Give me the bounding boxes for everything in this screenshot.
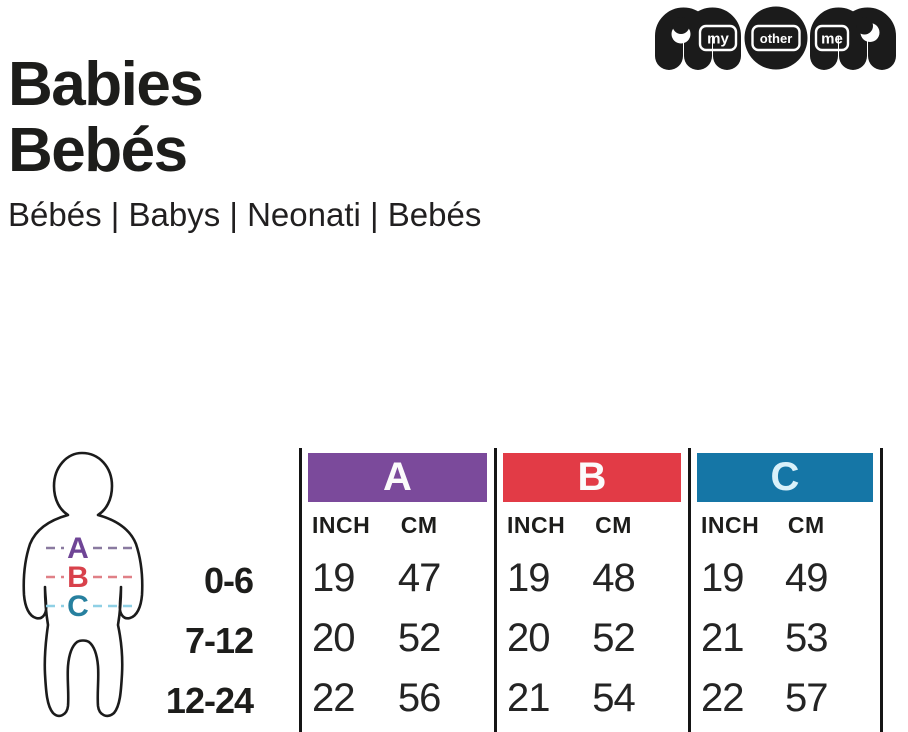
value-inch: 22 (701, 675, 745, 720)
table-row: 20 52 (497, 608, 688, 668)
logo-word-box-me (814, 24, 850, 52)
value-inch: 21 (701, 615, 745, 660)
age-row-label: 12-24 (165, 680, 254, 721)
size-table: 0-6 7-12 12-24 A INCH CM 19 47 20 52 (0, 448, 908, 732)
value-cm: 57 (785, 675, 828, 720)
section-header-b: B (503, 453, 681, 502)
table-row: 19 47 (302, 548, 494, 608)
logo-word-my: my (707, 31, 729, 48)
value-inch: 19 (701, 555, 745, 600)
logo-word-box-my (698, 24, 738, 52)
value-cm: 47 (397, 555, 441, 600)
table-row: 20 52 (302, 608, 494, 668)
value-inch: 19 (507, 555, 551, 600)
logo-word-me: me (821, 31, 843, 48)
brand-logo: my other me (653, 5, 905, 75)
unit-header-row: INCH CM (302, 502, 494, 548)
cm-header: CM (595, 511, 632, 538)
logo-letter-o (744, 6, 808, 70)
inch-header: INCH (507, 511, 566, 538)
age-row-label: 7-12 (184, 620, 254, 661)
table-row: 21 54 (497, 668, 688, 728)
table-row: 19 48 (497, 548, 688, 608)
baby-outline (22, 451, 144, 718)
table-row: 22 56 (302, 668, 494, 728)
page-subtitle-languages: Bébés | Babys | Neonati | Bebés (8, 196, 482, 233)
cm-header: CM (400, 511, 438, 538)
mom-logo-icon: my other me (655, 6, 896, 70)
table-section-b: B INCH CM 19 48 20 52 21 54 (494, 448, 688, 732)
page-title-spanish: Bebés (8, 115, 188, 185)
section-letter: B (577, 455, 607, 499)
baby-measurement-diagram: A B C (20, 448, 170, 732)
unit-header-row: INCH CM (497, 502, 688, 548)
value-inch: 20 (507, 615, 551, 660)
section-header-a: A (308, 453, 487, 502)
measure-letter-c: C (67, 590, 89, 623)
age-label-column: 0-6 7-12 12-24 (0, 448, 299, 732)
age-row-label: 0-6 (203, 560, 254, 601)
value-inch: 21 (507, 675, 551, 720)
value-cm: 52 (397, 615, 441, 660)
value-inch: 19 (312, 555, 355, 600)
table-row: 22 57 (691, 668, 880, 728)
logo-word-other: other (760, 31, 793, 46)
table-row: 19 49 (691, 548, 880, 608)
page-title-english: Babies (8, 50, 204, 119)
value-inch: 22 (312, 675, 355, 720)
table-section-c: C INCH CM 19 49 21 53 22 57 (688, 448, 883, 732)
measure-letter-a: A (67, 532, 89, 565)
table-row: 21 53 (691, 608, 880, 668)
cm-header: CM (787, 511, 825, 538)
value-inch: 20 (312, 615, 355, 660)
value-cm: 52 (592, 615, 635, 660)
unit-header-row: INCH CM (691, 502, 880, 548)
measure-letter-b: B (67, 561, 89, 594)
value-cm: 49 (785, 555, 828, 600)
value-cm: 56 (397, 675, 441, 720)
logo-word-box-other (751, 24, 801, 52)
section-letter: A (383, 455, 412, 499)
baby-silhouette-icon: A B C (22, 451, 144, 718)
table-section-a: A INCH CM 19 47 20 52 22 56 (299, 448, 494, 732)
section-header-c: C (697, 453, 873, 502)
page-title: Babies Bebés (8, 50, 204, 185)
inch-header: INCH (701, 511, 760, 538)
value-cm: 48 (592, 555, 635, 600)
section-letter: C (770, 455, 800, 499)
value-cm: 54 (592, 675, 635, 720)
value-cm: 53 (785, 615, 828, 660)
inch-header: INCH (312, 511, 371, 538)
